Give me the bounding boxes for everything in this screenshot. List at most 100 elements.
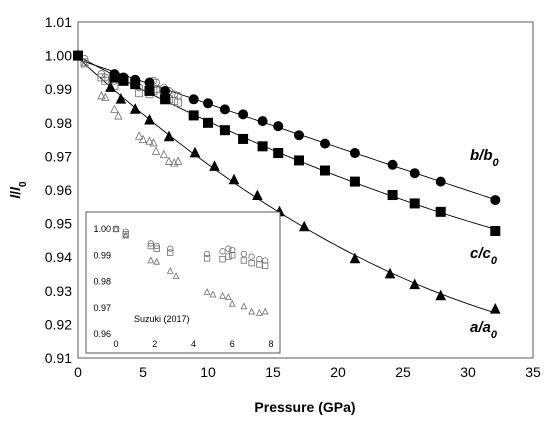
y-tick-label: 0.95 [45,216,72,232]
inset-plot: 0.96 0.97 0.98 0.99 1.00 0 2 4 6 8 Suzuki (2017) [85,211,281,354]
inset-x-tick-label: 6 [230,339,235,349]
y-tick-label: 0.94 [45,249,72,265]
data-point [160,85,171,96]
inset-point [122,231,130,239]
data-point [384,267,396,279]
inset-x-tick-label: 4 [191,339,196,349]
inset-point [167,245,174,252]
data-point [228,173,240,185]
y-tick-label: 0.97 [45,148,72,164]
reference-point [80,59,89,68]
inset-point [166,266,174,274]
series-label-a: a/a0 [470,319,498,341]
data-point [273,148,284,159]
data-point [409,278,421,290]
inset-point [153,245,160,252]
inset-point [112,224,120,232]
x-axis-title: Pressure (GPa) [254,399,355,415]
inset-point [219,291,226,299]
reference-point [135,89,144,98]
reference-point [101,76,110,85]
data-point [144,85,155,96]
inset-point [209,290,217,298]
data-point [435,176,446,187]
main-plot: 0.91 0.92 0.93 0.94 0.95 0.96 0.97 0.98 0.99 1.00… [7,14,541,415]
inset-source-note: Suzuki (2017) [134,314,190,324]
inset-point [240,302,248,310]
y-tick-label: 1.00 [45,48,72,64]
series-label-b: b/b0 [470,147,500,169]
data-point [203,117,213,128]
data-point [489,303,501,314]
inset-point [228,299,236,307]
inset-x-tick-label: 2 [152,339,157,349]
reference-point [134,131,144,140]
y-tick-label: 0.96 [45,182,72,198]
reference-point [97,91,106,100]
data-point [163,130,175,142]
data-point [238,133,249,144]
inset-point [203,287,211,295]
data-point [219,125,230,136]
data-point [409,168,420,179]
inset-x-tick-label: 8 [268,339,273,349]
data-point [320,165,330,176]
inset-point [225,245,232,252]
data-point [387,190,398,201]
inset-point [262,262,269,269]
y-axis-ticks: 0.91 0.92 0.93 0.94 0.95 0.96 0.97 0.98 0.99 1.00… [45,14,72,366]
data-point [349,148,360,159]
data-point [118,75,129,86]
reference-point [110,104,119,113]
data-markers [72,49,501,314]
x-tick-label: 0 [74,364,82,380]
inset-point [248,307,256,315]
y-tick-label: 1.01 [45,14,72,30]
data-point [349,252,361,264]
data-point [109,72,120,83]
data-point [160,94,171,105]
data-point [349,176,360,187]
inset-y-tick-label: 0.96 [93,329,111,339]
inset-y-tick-label: 0.98 [93,277,111,287]
data-point [129,103,141,114]
reference-point [138,134,148,143]
y-tick-label: 0.99 [45,81,72,97]
inset-point [167,249,174,256]
inset-point [240,257,248,264]
reference-point [149,138,158,147]
data-point [105,81,116,92]
data-point [189,146,201,158]
inset-point [122,231,129,238]
inset-point [153,257,161,265]
inset-point [147,256,155,264]
inset-point [248,259,255,267]
inset-y-tick-label: 1.00 [93,224,111,234]
inset-point [203,255,211,262]
reference-point [170,97,179,105]
data-point [209,160,220,171]
inset-point [224,293,232,301]
x-tick-label: 5 [139,364,147,380]
y-tick-label: 0.98 [45,115,72,131]
data-point [257,141,268,152]
inset-point [203,250,211,258]
inset-x-tick-label: 0 [113,339,118,349]
data-point [435,289,447,301]
inset-point [248,253,255,260]
x-tick-label: 15 [265,364,281,380]
data-point [144,77,155,88]
plot-frame [77,21,534,359]
reference-point [101,92,110,101]
inset-y-tick-label: 0.97 [93,303,111,313]
data-point [409,198,420,209]
inset-y-ticks: 0.96 0.97 0.98 0.99 1.00 [93,224,111,339]
reference-point [174,98,183,107]
y-tick-label: 0.92 [45,316,72,332]
inset-point [255,308,263,316]
data-point [320,138,330,149]
inset-point [225,253,232,260]
y-tick-label: 0.93 [45,283,72,299]
data-point [188,110,199,121]
